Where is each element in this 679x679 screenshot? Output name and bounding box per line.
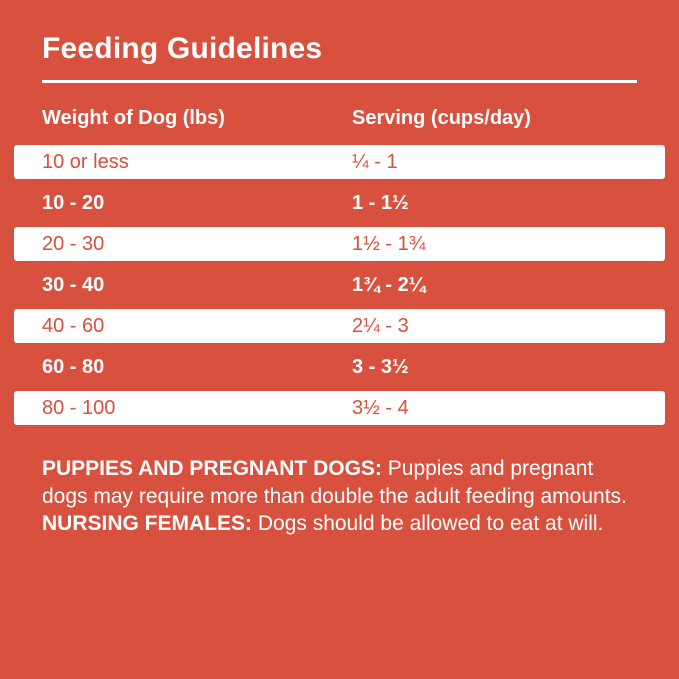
puppies-pregnant-text: Puppies and pregnant dogs may require mo… bbox=[42, 457, 627, 508]
weight-cell: 40 - 60 bbox=[42, 314, 105, 337]
table-row: 80 - 100 3½ - 4 bbox=[14, 391, 665, 425]
title-underline bbox=[42, 80, 637, 83]
table-header-row: Weight of Dog (lbs) Serving (cups/day) bbox=[42, 107, 637, 130]
table-row: 10 - 20 1 - 1½ bbox=[14, 186, 665, 220]
weight-cell: 60 - 80 bbox=[42, 355, 105, 378]
serving-cell: 2¼ - 3 bbox=[352, 314, 409, 337]
puppies-pregnant-label: PUPPIES AND PREGNANT DOGS: bbox=[42, 457, 388, 480]
table-row: 40 - 60 2¼ - 3 bbox=[14, 309, 665, 343]
table-row: 60 - 80 3 - 3½ bbox=[14, 350, 665, 384]
serving-cell: 3 - 3½ bbox=[352, 355, 409, 378]
feeding-notes: PUPPIES AND PREGNANT DOGS: Puppies and p… bbox=[42, 455, 637, 538]
weight-cell: 20 - 30 bbox=[42, 232, 105, 255]
table-row: 10 or less ¼ - 1 bbox=[14, 145, 665, 179]
serving-cell: 1¾ - 2¼ bbox=[352, 273, 426, 296]
serving-cell: 1½ - 1¾ bbox=[352, 232, 426, 255]
weight-cell: 10 - 20 bbox=[42, 191, 105, 214]
feeding-table: 10 or less ¼ - 1 10 - 20 1 - 1½ 20 - 30 … bbox=[14, 145, 665, 425]
nursing-females-text: Dogs should be allowed to eat at will. bbox=[257, 512, 604, 536]
weight-cell: 80 - 100 bbox=[42, 396, 116, 419]
serving-column-header: Serving (cups/day) bbox=[352, 107, 531, 129]
serving-cell: ¼ - 1 bbox=[352, 150, 398, 173]
weight-cell: 30 - 40 bbox=[42, 273, 105, 296]
weight-column-header: Weight of Dog (lbs) bbox=[42, 107, 225, 129]
table-row: 30 - 40 1¾ - 2¼ bbox=[14, 268, 665, 302]
serving-cell: 1 - 1½ bbox=[352, 191, 409, 214]
serving-cell: 3½ - 4 bbox=[352, 396, 409, 419]
table-row: 20 - 30 1½ - 1¾ bbox=[14, 227, 665, 261]
nursing-females-label: NURSING FEMALES: bbox=[42, 512, 258, 536]
page-title: Feeding Guidelines bbox=[42, 32, 323, 65]
weight-cell: 10 or less bbox=[42, 150, 129, 173]
